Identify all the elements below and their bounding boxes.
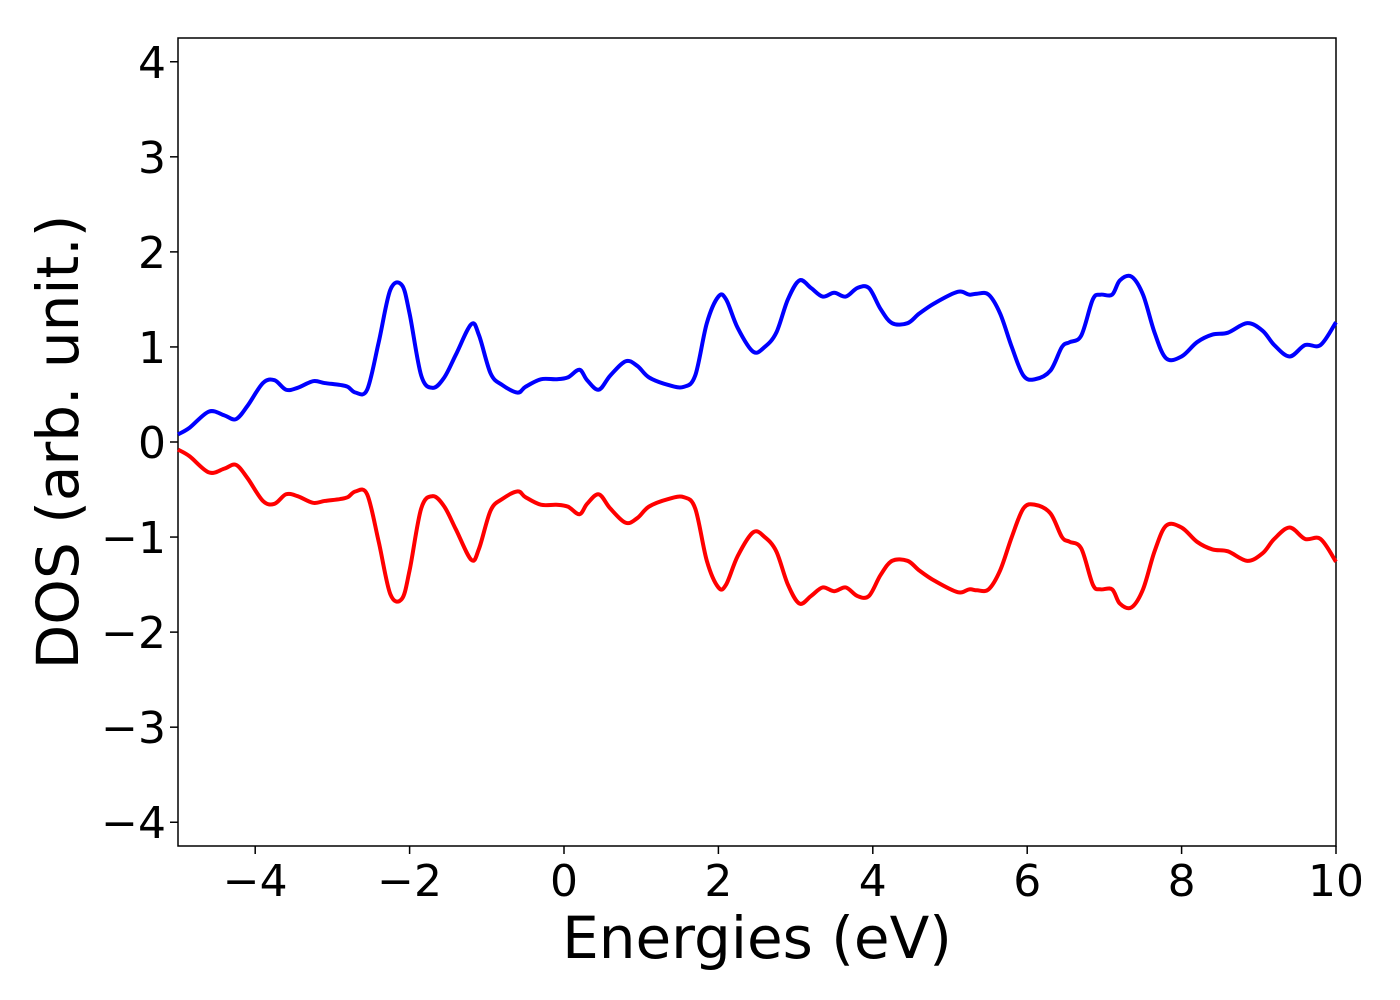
x-tick-label: 8: [1168, 856, 1196, 907]
y-tick-label: 2: [138, 228, 166, 279]
y-tick-label: 3: [138, 133, 166, 184]
y-tick-label: −3: [101, 703, 166, 754]
x-tick-label: −2: [377, 856, 442, 907]
x-tick-label: 4: [859, 856, 887, 907]
x-tick-label: 10: [1308, 856, 1364, 907]
x-ticks: −4 −2 0 2 4 6 8 10: [223, 846, 1364, 907]
x-tick-label: 6: [1013, 856, 1041, 907]
y-tick-label: −4: [101, 798, 166, 849]
y-tick-label: 1: [138, 323, 166, 374]
series-layer: [177, 273, 1338, 611]
y-tick-label: 0: [138, 418, 166, 469]
y-tick-label: −2: [101, 608, 166, 659]
plot-area: [177, 37, 1337, 847]
y-tick-label: −1: [101, 513, 166, 564]
series-line-1: [177, 447, 1338, 611]
x-tick-label: −4: [223, 856, 288, 907]
x-tick-label: 0: [550, 856, 578, 907]
x-tick-label: 2: [704, 856, 732, 907]
x-axis-title: Energies (eV): [562, 904, 952, 972]
series-line-0: [177, 273, 1338, 437]
y-tick-label: 4: [138, 38, 166, 89]
y-axis-title: DOS (arb. unit.): [24, 215, 92, 670]
y-ticks: −4 −3 −2 −1 0 1 2 3 4: [101, 38, 178, 849]
